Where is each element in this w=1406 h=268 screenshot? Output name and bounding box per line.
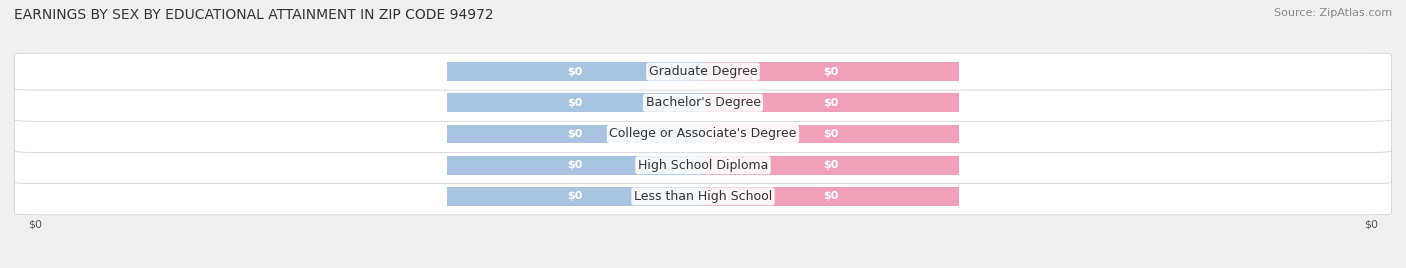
Text: Graduate Degree: Graduate Degree — [648, 65, 758, 78]
Text: $0: $0 — [567, 98, 582, 108]
Bar — [703, 125, 959, 143]
Text: EARNINGS BY SEX BY EDUCATIONAL ATTAINMENT IN ZIP CODE 94972: EARNINGS BY SEX BY EDUCATIONAL ATTAINMEN… — [14, 8, 494, 22]
Text: $0: $0 — [567, 67, 582, 77]
Text: $0: $0 — [824, 191, 839, 201]
Text: $0: $0 — [1364, 220, 1378, 230]
Bar — [703, 62, 959, 81]
FancyBboxPatch shape — [14, 84, 1392, 121]
Text: Source: ZipAtlas.com: Source: ZipAtlas.com — [1274, 8, 1392, 18]
Bar — [447, 125, 703, 143]
Bar — [447, 94, 703, 112]
Text: High School Diploma: High School Diploma — [638, 159, 768, 172]
Text: $0: $0 — [824, 67, 839, 77]
Text: $0: $0 — [824, 129, 839, 139]
Text: $0: $0 — [28, 220, 42, 230]
Text: Bachelor's Degree: Bachelor's Degree — [645, 96, 761, 109]
Bar — [447, 62, 703, 81]
FancyBboxPatch shape — [14, 116, 1392, 152]
FancyBboxPatch shape — [14, 147, 1392, 184]
Text: $0: $0 — [567, 160, 582, 170]
Legend: Male, Female: Male, Female — [643, 267, 763, 268]
Bar — [703, 94, 959, 112]
FancyBboxPatch shape — [14, 53, 1392, 90]
Bar — [447, 187, 703, 206]
Text: College or Associate's Degree: College or Associate's Degree — [609, 128, 797, 140]
Text: $0: $0 — [567, 129, 582, 139]
Bar — [703, 187, 959, 206]
Bar — [703, 156, 959, 174]
Text: $0: $0 — [567, 191, 582, 201]
Text: Less than High School: Less than High School — [634, 190, 772, 203]
FancyBboxPatch shape — [14, 178, 1392, 215]
Bar — [447, 156, 703, 174]
Text: $0: $0 — [824, 160, 839, 170]
Text: $0: $0 — [824, 98, 839, 108]
